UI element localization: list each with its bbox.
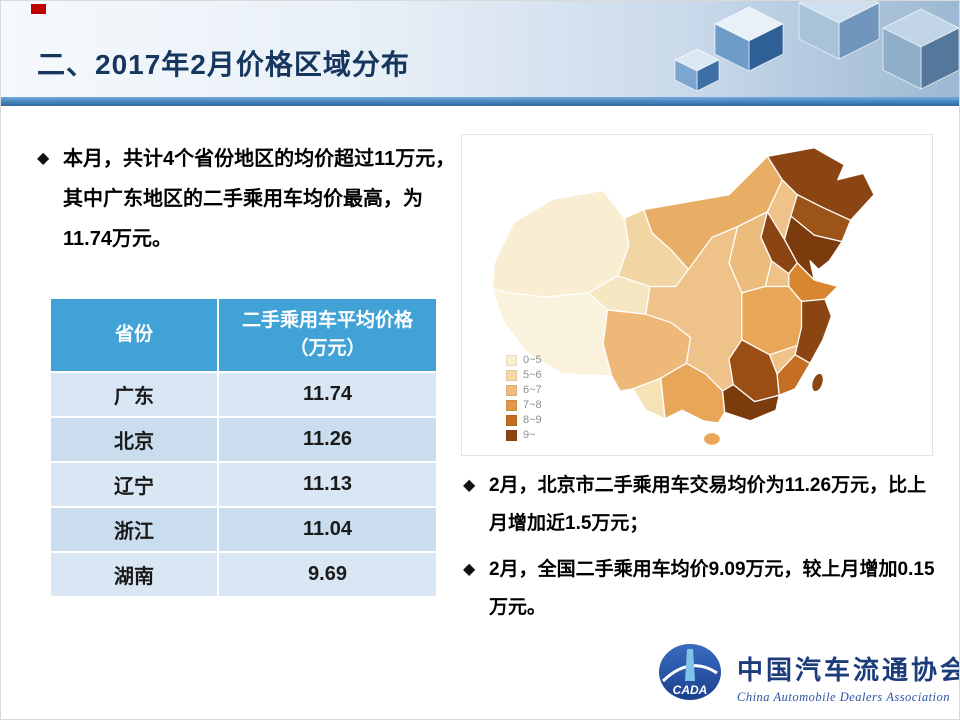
cell-province: 湖南 bbox=[49, 551, 219, 598]
legend-item: 8~9 bbox=[506, 415, 542, 426]
header-divider bbox=[1, 97, 959, 106]
red-corner-marker bbox=[31, 4, 46, 14]
table-row: 湖南 9.69 bbox=[49, 551, 438, 598]
slide-title: 二、2017年2月价格区域分布 bbox=[37, 49, 410, 80]
legend-label: 6~7 bbox=[523, 384, 542, 396]
legend-item: 0~5 bbox=[506, 355, 542, 366]
legend-swatch bbox=[506, 370, 517, 381]
table-row: 广东 11.74 bbox=[49, 371, 438, 418]
china-map-card: 0~5 5~6 6~7 7~8 8~9 9~ bbox=[461, 134, 933, 456]
china-map bbox=[491, 147, 875, 447]
table-row: 浙江 11.04 bbox=[49, 506, 438, 553]
col-header-price-line2: （万元） bbox=[289, 338, 366, 359]
slide-header: 二、2017年2月价格区域分布 bbox=[1, 1, 959, 97]
col-header-price: 二手乘用车平均价格 （万元） bbox=[217, 297, 438, 373]
legend-item: 5~6 bbox=[506, 370, 542, 381]
org-names: 中国汽车流通协会 China Automobile Dealers Associ… bbox=[737, 650, 960, 705]
cell-province: 广东 bbox=[49, 371, 219, 418]
cada-logo-text: CADA bbox=[673, 683, 708, 697]
summary-bullet-2: ◆ 2月，全国二手乘用车均价9.09万元，较上月增加0.15万元。 bbox=[463, 551, 943, 627]
decorative-cubes-graphic bbox=[674, 1, 959, 92]
summary-bullet-1-text: 2月，北京市二手乘用车交易均价为11.26万元，比上月增加近1.5万元； bbox=[489, 475, 927, 534]
summary-bullet-1: ◆ 2月，北京市二手乘用车交易均价为11.26万元，比上月增加近1.5万元； bbox=[463, 467, 943, 543]
legend-label: 7~8 bbox=[523, 399, 542, 411]
footer-logo-block: CADA 中国汽车流通协会 China Automobile Dealers A… bbox=[653, 641, 960, 713]
cada-logo-icon: CADA bbox=[659, 644, 721, 700]
cell-price: 11.74 bbox=[217, 371, 438, 418]
legend-item: 9~ bbox=[506, 430, 542, 441]
cell-price: 11.26 bbox=[217, 416, 438, 463]
legend-swatch bbox=[506, 430, 517, 441]
legend-label: 8~9 bbox=[523, 414, 542, 426]
summary-bullets: ◆ 2月，北京市二手乘用车交易均价为11.26万元，比上月增加近1.5万元； ◆… bbox=[463, 467, 943, 635]
org-name-en: China Automobile Dealers Association bbox=[737, 689, 951, 704]
legend-swatch bbox=[506, 355, 517, 366]
bullet-diamond-icon: ◆ bbox=[463, 561, 476, 578]
table-header-row: 省份 二手乘用车平均价格 （万元） bbox=[49, 297, 438, 373]
legend-label: 9~ bbox=[523, 429, 536, 441]
intro-bullet-text: 本月，共计4个省份地区的均价超过11万元，其中广东地区的二手乘用车均价最高，为1… bbox=[63, 148, 456, 250]
col-header-price-line1: 二手乘用车平均价格 bbox=[241, 310, 413, 332]
bullet-diamond-icon: ◆ bbox=[463, 477, 476, 494]
cell-price: 11.13 bbox=[217, 461, 438, 508]
cell-price: 11.04 bbox=[217, 506, 438, 553]
cell-province: 辽宁 bbox=[49, 461, 219, 508]
cell-price: 9.69 bbox=[217, 551, 438, 598]
price-table: 省份 二手乘用车平均价格 （万元） 广东 11.74 北京 11.26 辽宁 1… bbox=[49, 297, 438, 598]
map-legend: 0~5 5~6 6~7 7~8 8~9 9~ bbox=[506, 355, 542, 441]
table-row: 北京 11.26 bbox=[49, 416, 438, 463]
legend-swatch bbox=[506, 400, 517, 411]
summary-bullet-2-text: 2月，全国二手乘用车均价9.09万元，较上月增加0.15万元。 bbox=[489, 559, 935, 618]
legend-label: 0~5 bbox=[523, 354, 542, 366]
cell-province: 浙江 bbox=[49, 506, 219, 553]
legend-swatch bbox=[506, 415, 517, 426]
org-name-cn: 中国汽车流通协会 bbox=[737, 655, 960, 685]
intro-bullet: ◆ 本月，共计4个省份地区的均价超过11万元，其中广东地区的二手乘用车均价最高，… bbox=[37, 139, 467, 259]
legend-swatch bbox=[506, 385, 517, 396]
bullet-diamond-icon: ◆ bbox=[37, 150, 50, 167]
col-header-province: 省份 bbox=[49, 297, 219, 373]
cell-province: 北京 bbox=[49, 416, 219, 463]
table-row: 辽宁 11.13 bbox=[49, 461, 438, 508]
legend-label: 5~6 bbox=[523, 369, 542, 381]
legend-item: 7~8 bbox=[506, 400, 542, 411]
legend-item: 6~7 bbox=[506, 385, 542, 396]
